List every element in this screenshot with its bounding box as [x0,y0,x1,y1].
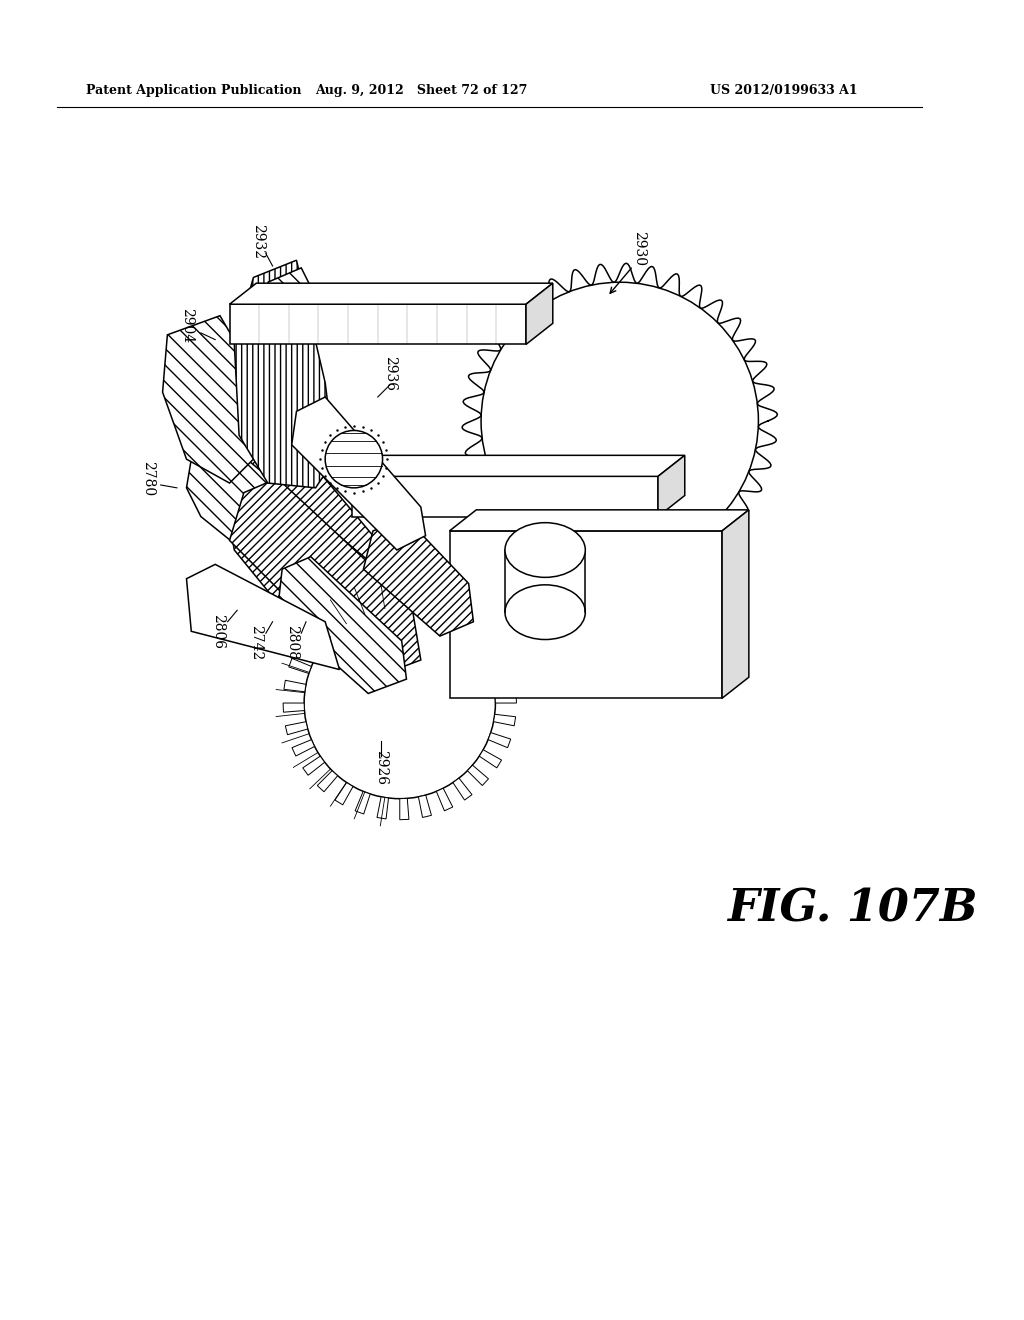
Polygon shape [436,788,453,810]
Polygon shape [446,601,465,623]
Text: 2806: 2806 [211,614,225,649]
Polygon shape [429,593,444,615]
Polygon shape [496,694,516,704]
Polygon shape [303,756,325,775]
Circle shape [304,607,496,799]
Polygon shape [450,531,722,698]
Polygon shape [292,397,426,550]
Polygon shape [335,783,353,805]
Polygon shape [186,445,383,636]
Polygon shape [286,722,308,735]
Polygon shape [328,606,347,628]
Polygon shape [658,455,685,516]
Text: US 2012/0199633 A1: US 2012/0199633 A1 [711,84,858,98]
Text: 2780: 2780 [141,461,156,496]
Text: FIG. 107B: FIG. 107B [727,887,977,931]
Polygon shape [419,795,431,817]
Polygon shape [526,284,553,345]
Polygon shape [283,704,304,713]
Text: Aug. 9, 2012   Sheet 72 of 127: Aug. 9, 2012 Sheet 72 of 127 [314,84,527,98]
Polygon shape [278,557,407,693]
Polygon shape [450,510,749,531]
Polygon shape [467,766,488,785]
Polygon shape [368,589,381,611]
Text: 2932: 2932 [251,223,265,259]
Polygon shape [224,445,378,612]
Polygon shape [284,680,306,692]
Polygon shape [411,587,423,610]
Polygon shape [485,649,508,667]
Polygon shape [492,672,514,684]
Polygon shape [268,268,315,306]
Polygon shape [722,510,749,698]
Text: 2926: 2926 [374,750,388,784]
Text: 2742: 2742 [249,626,263,660]
Ellipse shape [505,523,586,577]
Circle shape [326,430,383,488]
Polygon shape [364,519,473,636]
Polygon shape [298,638,321,656]
Polygon shape [475,631,497,649]
Polygon shape [234,260,335,488]
Polygon shape [352,477,658,516]
Text: 2936: 2936 [383,355,397,391]
Polygon shape [399,799,409,820]
Polygon shape [462,614,482,635]
Polygon shape [347,595,364,618]
Polygon shape [488,733,511,747]
Polygon shape [289,659,311,673]
Text: 2904: 2904 [180,308,195,343]
Polygon shape [355,792,371,814]
Polygon shape [186,565,340,669]
Polygon shape [377,797,388,818]
Polygon shape [479,750,502,768]
Polygon shape [317,771,338,792]
Polygon shape [229,478,421,675]
Text: Patent Application Publication: Patent Application Publication [86,84,302,98]
Polygon shape [163,315,254,483]
Polygon shape [311,620,332,642]
Polygon shape [229,304,526,345]
Polygon shape [390,586,399,607]
Ellipse shape [505,585,586,639]
Polygon shape [494,714,516,726]
Polygon shape [229,284,553,304]
Polygon shape [453,779,472,800]
Circle shape [481,282,759,560]
Polygon shape [292,739,314,756]
Text: 2808: 2808 [285,626,299,660]
Text: 2930: 2930 [632,231,646,267]
Polygon shape [352,455,685,477]
